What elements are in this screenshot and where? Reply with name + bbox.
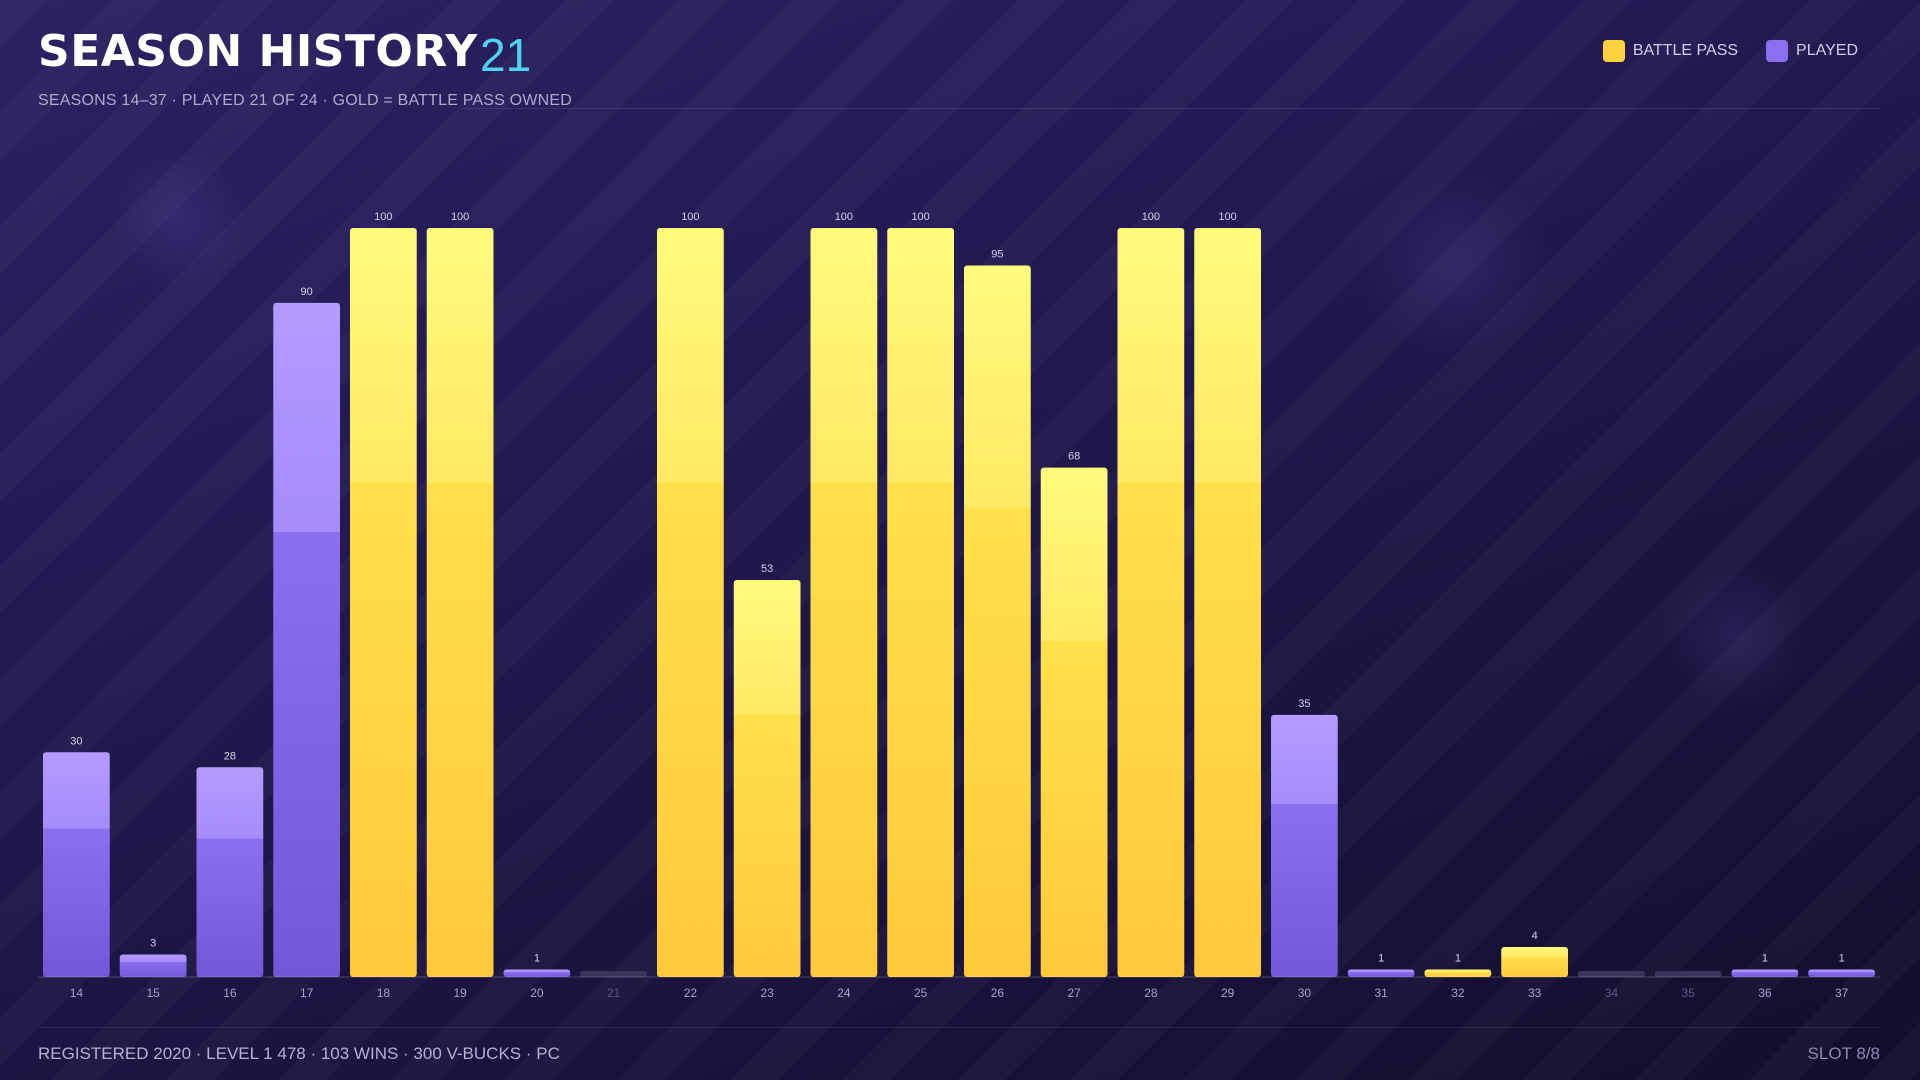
value-label-season-19: 100: [451, 211, 469, 223]
bar-season-25: [887, 228, 954, 977]
bar-season-37: [1808, 969, 1875, 977]
tick-label-season-29: 29: [1221, 986, 1235, 1000]
tick-label-season-15: 15: [146, 986, 160, 1000]
bar-season-23: [733, 580, 801, 977]
bar-season-31: [1347, 969, 1415, 977]
bar-season-20: [503, 969, 571, 977]
header-divider: [460, 108, 1880, 109]
tick-label-season-24: 24: [837, 986, 851, 1000]
tick-label-season-14: 14: [70, 986, 84, 1000]
bar-season-27: [1040, 467, 1108, 977]
value-label-season-37: 1: [1839, 953, 1845, 965]
bar-season-18: [350, 228, 417, 977]
tick-label-season-35: 35: [1681, 986, 1695, 1000]
value-label-season-36: 1: [1762, 953, 1768, 965]
bar-season-21-unplayed: [580, 971, 647, 977]
value-label-season-16: 28: [224, 750, 236, 762]
value-label-season-27: 68: [1068, 451, 1080, 463]
chart-legend: BATTLE PASS PLAYED: [1602, 40, 1858, 62]
value-label-season-31: 1: [1378, 953, 1384, 965]
bar-season-28: [1117, 228, 1185, 977]
tick-label-season-37: 37: [1835, 986, 1849, 1000]
tick-label-season-20: 20: [530, 986, 544, 1000]
bar-season-26: [964, 265, 1031, 977]
bar-season-35-unplayed: [1654, 971, 1722, 977]
tick-label-season-19: 19: [453, 986, 467, 1000]
legend-item-battle-pass: BATTLE PASS: [1602, 40, 1739, 62]
bar-season-17: [273, 302, 340, 977]
value-label-season-28: 100: [1142, 211, 1160, 223]
value-label-season-18: 100: [374, 211, 392, 223]
tick-label-season-36: 36: [1758, 986, 1772, 1000]
value-label-season-29: 100: [1218, 211, 1236, 223]
bar-season-33: [1501, 947, 1568, 977]
tick-label-season-34: 34: [1605, 986, 1619, 1000]
bar-season-14: [43, 752, 110, 977]
played-count: 21: [480, 29, 532, 81]
played-swatch: [1766, 40, 1789, 62]
bar-season-22: [657, 228, 724, 977]
value-label-season-17: 90: [301, 286, 313, 298]
value-label-season-23: 53: [761, 563, 773, 575]
battle-pass-swatch: [1602, 40, 1625, 62]
value-label-season-32: 1: [1455, 953, 1461, 965]
tick-label-season-23: 23: [760, 986, 774, 1000]
tick-label-season-27: 27: [1067, 986, 1081, 1000]
legend-label-battle-pass: BATTLE PASS: [1632, 42, 1739, 59]
bar-season-19: [426, 228, 494, 977]
value-label-season-26: 95: [991, 248, 1003, 260]
bar-season-29: [1194, 228, 1261, 977]
bar-season-24: [810, 228, 878, 977]
page-subtitle: SEASONS 14–37 · PLAYED 21 OF 24 · GOLD =…: [38, 92, 573, 109]
bar-season-34-unplayed: [1578, 971, 1645, 977]
value-label-season-24: 100: [835, 211, 853, 223]
value-label-season-15: 3: [150, 938, 156, 950]
tick-label-season-28: 28: [1144, 986, 1158, 1000]
profile-summary: REGISTERED 2020 · LEVEL 1 478 · 103 WINS…: [38, 1044, 560, 1063]
tick-label-season-21: 21: [607, 986, 621, 1000]
bar-season-30: [1271, 714, 1338, 977]
tick-label-season-16: 16: [223, 986, 237, 1000]
footer-divider: [38, 1027, 1880, 1028]
tick-label-season-17: 17: [300, 986, 314, 1000]
tick-label-season-33: 33: [1528, 986, 1542, 1000]
value-label-season-22: 100: [681, 211, 699, 223]
slot-indicator: SLOT 8/8: [1807, 1044, 1880, 1063]
value-label-season-30: 35: [1298, 698, 1310, 710]
bar-season-16: [196, 767, 264, 977]
bar-season-36: [1731, 969, 1799, 977]
value-label-season-14: 30: [70, 735, 82, 747]
tick-label-season-31: 31: [1374, 986, 1388, 1000]
value-label-season-25: 100: [911, 211, 929, 223]
legend-label-played: PLAYED: [1796, 42, 1858, 59]
tick-label-season-18: 18: [377, 986, 391, 1000]
bar-season-15: [119, 954, 187, 977]
tick-label-season-25: 25: [914, 986, 928, 1000]
tick-label-season-22: 22: [684, 986, 698, 1000]
tick-label-season-26: 26: [991, 986, 1005, 1000]
bar-season-32: [1424, 969, 1492, 977]
page-title: SEASON HISTORY: [38, 26, 478, 77]
tick-label-season-30: 30: [1298, 986, 1312, 1000]
tick-label-season-32: 32: [1451, 986, 1465, 1000]
value-label-season-20: 1: [534, 953, 540, 965]
value-label-season-33: 4: [1532, 930, 1538, 942]
legend-item-played: PLAYED: [1766, 40, 1858, 62]
